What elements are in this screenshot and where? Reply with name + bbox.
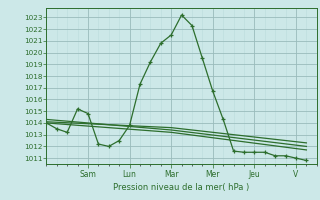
- X-axis label: Pression niveau de la mer( hPa ): Pression niveau de la mer( hPa ): [114, 183, 250, 192]
